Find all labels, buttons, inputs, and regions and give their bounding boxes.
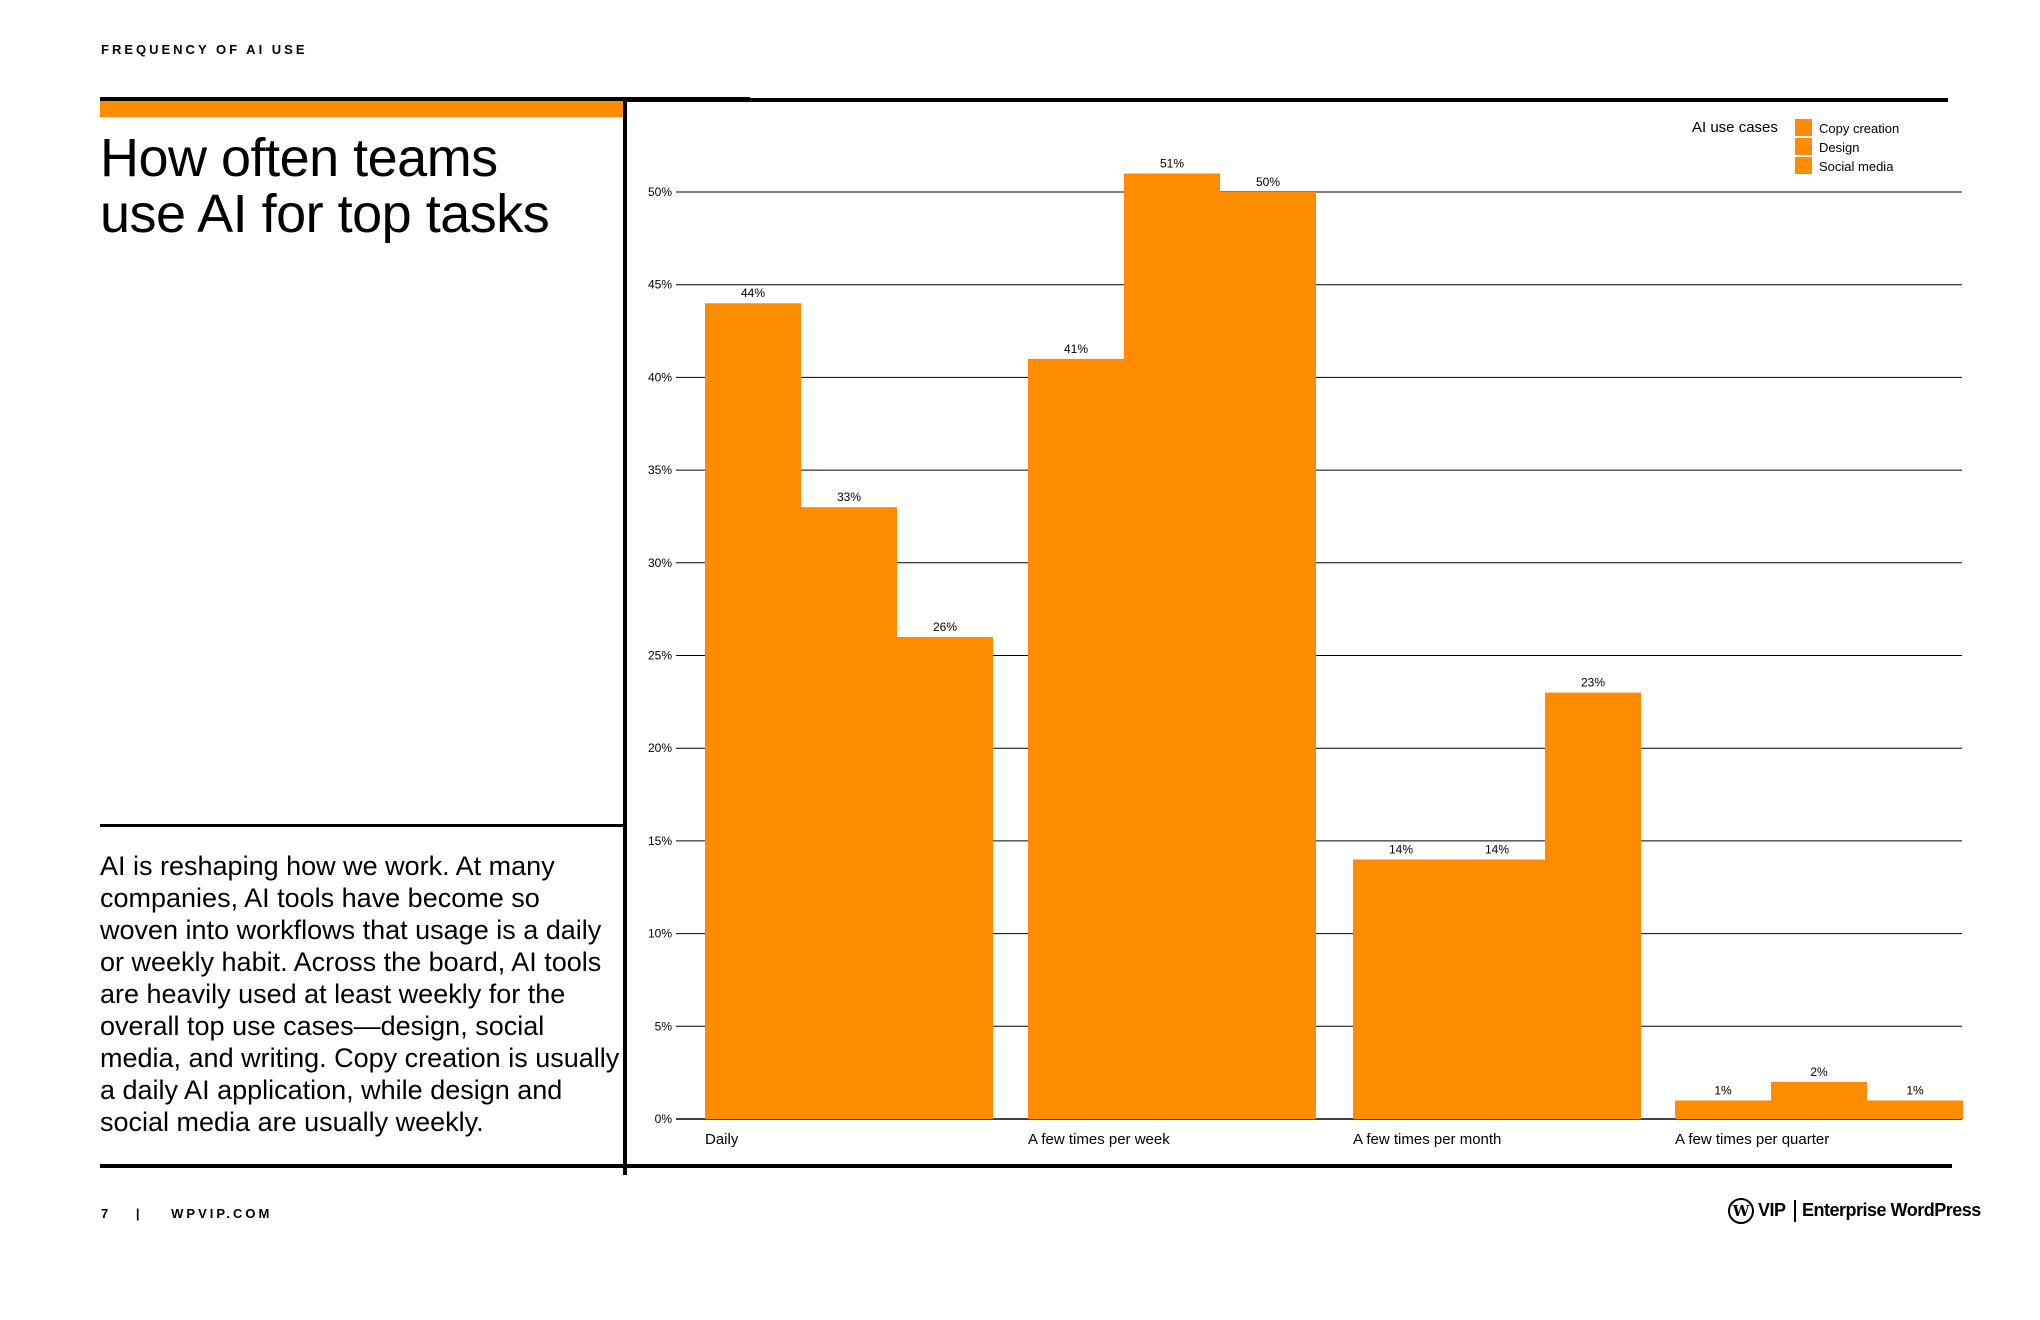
- bar-copy-creation-0: [705, 303, 801, 1119]
- y-tick-label-50: 50%: [648, 185, 672, 199]
- y-tick-label-5: 5%: [655, 1019, 673, 1033]
- y-tick-label-15: 15%: [648, 834, 672, 848]
- data-label-social-media-1: 50%: [1256, 175, 1280, 189]
- chart-bars: [705, 173, 1963, 1119]
- top-rule: [100, 97, 750, 101]
- y-tick-label-25: 25%: [648, 649, 672, 663]
- legend-swatch-copy-creation: [1795, 119, 1812, 136]
- footer-separator: |: [135, 1206, 143, 1221]
- wordpress-logo-icon: W: [1728, 1198, 1754, 1224]
- legend-title: AI use cases: [1692, 119, 1778, 136]
- text-divider: [100, 824, 625, 827]
- y-tick-label-10: 10%: [648, 927, 672, 941]
- y-tick-label-40: 40%: [648, 370, 672, 384]
- page-title: How often teams use AI for top tasks: [100, 130, 620, 242]
- chart-labels: 0% 5% 10% 15% 20% 25% 30% 35% 40% 45% 50% 44% 41% 14%…: [648, 156, 1924, 1148]
- chart-top-rule: [625, 98, 1948, 102]
- bar-design-3: [1771, 1081, 1867, 1119]
- data-label-design-2: 14%: [1485, 842, 1509, 856]
- legend-label-copy-creation: Copy creation: [1819, 121, 1900, 136]
- y-tick-label-0: 0%: [655, 1112, 673, 1126]
- description-text: AI is reshaping how we work. At many com…: [100, 851, 620, 1137]
- legend-label-design: Design: [1819, 140, 1860, 155]
- legend-swatch-design: [1795, 138, 1812, 155]
- y-tick-label-20: 20%: [648, 741, 672, 755]
- bar-copy-creation-1: [1028, 358, 1124, 1119]
- legend-label-social-media: Social media: [1819, 159, 1894, 174]
- data-label-copy-creation-0: 44%: [741, 286, 765, 300]
- eyebrow-label: FREQUENCY OF AI USE: [101, 42, 308, 57]
- logo-text: Enterprise WordPress: [1802, 1200, 1981, 1220]
- data-label-copy-creation-3: 1%: [1714, 1083, 1732, 1097]
- bar-design-0: [801, 507, 897, 1119]
- data-label-social-media-2: 23%: [1581, 676, 1605, 690]
- page-title-line-1: How often teams: [100, 128, 498, 188]
- y-tick-label-30: 30%: [648, 556, 672, 570]
- x-category-label-1: A few times per week: [1028, 1131, 1170, 1148]
- footer-site[interactable]: WPVIP.COM: [171, 1206, 273, 1221]
- bar-copy-creation-2: [1353, 859, 1449, 1119]
- vertical-divider: [623, 98, 627, 1175]
- bar-social-media-1: [1220, 192, 1316, 1119]
- data-label-copy-creation-1: 41%: [1064, 342, 1088, 356]
- bar-social-media-0: [897, 636, 993, 1119]
- y-tick-label-35: 35%: [648, 463, 672, 477]
- page-number: 7: [101, 1206, 112, 1221]
- bottom-rule: [100, 1164, 1952, 1168]
- bar-copy-creation-3: [1675, 1100, 1771, 1119]
- x-category-label-2: A few times per month: [1353, 1131, 1501, 1148]
- data-label-design-1: 51%: [1160, 156, 1184, 170]
- data-label-design-0: 33%: [837, 490, 861, 504]
- bar-social-media-3: [1867, 1100, 1963, 1119]
- footer-left: 7 | WPVIP.COM: [101, 1206, 272, 1221]
- x-category-label-0: Daily: [705, 1131, 739, 1148]
- logo-vip: VIP: [1758, 1200, 1786, 1220]
- data-label-social-media-3: 1%: [1906, 1083, 1924, 1097]
- bar-design-1: [1124, 173, 1220, 1119]
- accent-bar: [100, 100, 625, 117]
- y-tick-label-45: 45%: [648, 278, 672, 292]
- bar-design-2: [1449, 859, 1545, 1119]
- x-category-label-3: A few times per quarter: [1675, 1131, 1829, 1148]
- bar-social-media-2: [1545, 692, 1641, 1119]
- page-title-line-2: use AI for top tasks: [100, 184, 550, 244]
- data-label-copy-creation-2: 14%: [1389, 842, 1413, 856]
- data-label-design-3: 2%: [1810, 1065, 1828, 1079]
- legend-swatch-social-media: [1795, 157, 1812, 174]
- logo-separator: [1794, 1200, 1796, 1222]
- data-label-social-media-0: 26%: [933, 620, 957, 634]
